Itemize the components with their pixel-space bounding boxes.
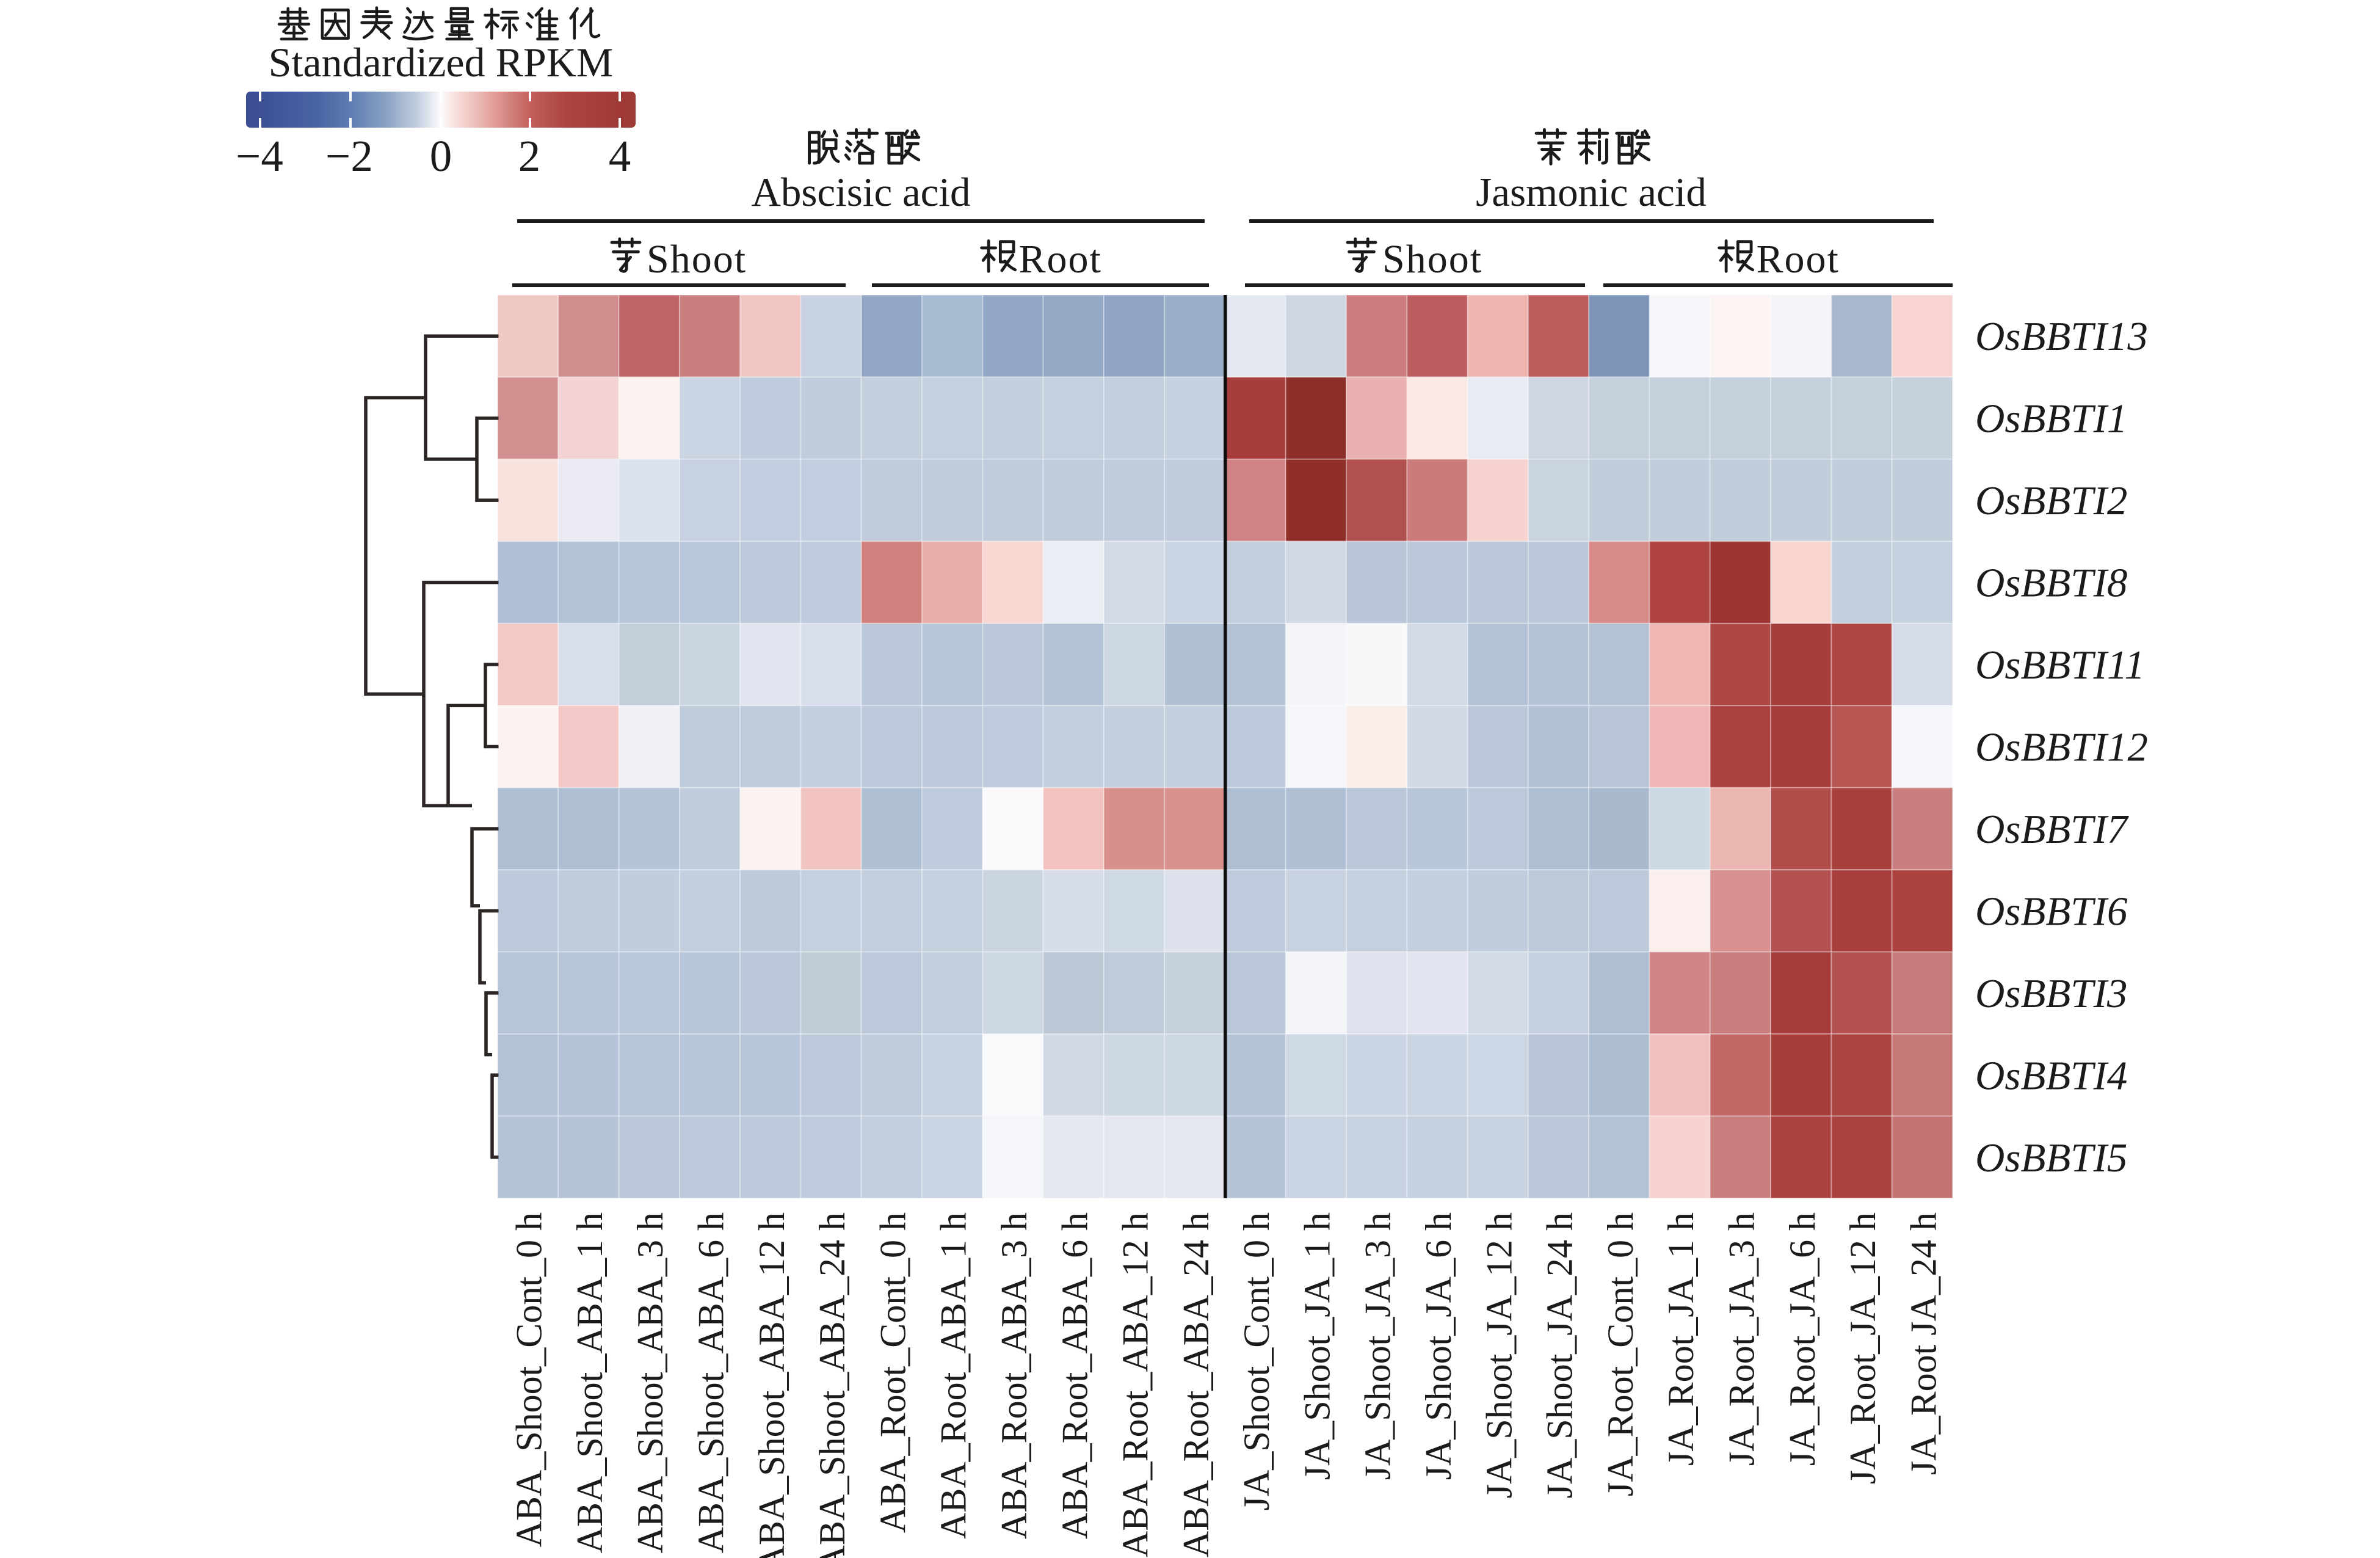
svg-text:ABA_Shoot_ABA_24 h: ABA_Shoot_ABA_24 h (812, 1212, 852, 1558)
svg-text:OsBBTI11: OsBBTI11 (1975, 642, 2145, 688)
svg-text:JA_Root JA_24 h: JA_Root JA_24 h (1903, 1212, 1943, 1475)
svg-text:OsBBTI12: OsBBTI12 (1975, 725, 2148, 770)
svg-text:OsBBTI2: OsBBTI2 (1975, 478, 2127, 523)
svg-text:OsBBTI1: OsBBTI1 (1975, 396, 2127, 442)
svg-text:ABA_Shoot_Cont_0 h: ABA_Shoot_Cont_0 h (509, 1212, 550, 1547)
svg-text:JA_Root_Cont_0 h: JA_Root_Cont_0 h (1600, 1212, 1641, 1496)
svg-text:OsBBTI4: OsBBTI4 (1975, 1053, 2127, 1098)
svg-text:OsBBTI13: OsBBTI13 (1975, 314, 2148, 359)
svg-text:Jasmonic acid: Jasmonic acid (1476, 170, 1707, 215)
svg-text:JA_Root_JA_3 h: JA_Root_JA_3 h (1722, 1212, 1762, 1466)
svg-text:ABA_Root_ABA_6 h: ABA_Root_ABA_6 h (1054, 1212, 1095, 1539)
svg-text:Standardized RPKM: Standardized RPKM (269, 39, 614, 86)
svg-text:JA_Root_JA_12 h: JA_Root_JA_12 h (1843, 1212, 1883, 1484)
svg-text:OsBBTI6: OsBBTI6 (1975, 889, 2128, 934)
svg-text:Shoot: Shoot (1382, 237, 1482, 282)
svg-text:2: 2 (518, 131, 541, 181)
svg-text:JA_Shoot_JA_3 h: JA_Shoot_JA_3 h (1358, 1212, 1398, 1480)
svg-text:ABA_Root_ABA_24 h: ABA_Root_ABA_24 h (1176, 1212, 1216, 1557)
svg-text:OsBBTI7: OsBBTI7 (1975, 807, 2129, 852)
svg-text:−4: −4 (236, 131, 283, 181)
svg-text:JA_Root_JA_6 h: JA_Root_JA_6 h (1782, 1212, 1823, 1466)
svg-text:JA_Root_JA_1 h: JA_Root_JA_1 h (1661, 1212, 1701, 1466)
svg-text:ABA_Root_ABA_1 h: ABA_Root_ABA_1 h (934, 1212, 974, 1539)
svg-text:JA_Shoot_JA_12 h: JA_Shoot_JA_12 h (1479, 1212, 1519, 1498)
svg-text:OsBBTI5: OsBBTI5 (1975, 1135, 2127, 1181)
svg-text:OsBBTI8: OsBBTI8 (1975, 561, 2127, 606)
svg-text:−2: −2 (325, 131, 373, 181)
svg-text:JA_Shoot_JA_1 h: JA_Shoot_JA_1 h (1297, 1212, 1337, 1480)
svg-text:4: 4 (609, 131, 631, 181)
svg-text:ABA_Shoot_ABA_1 h: ABA_Shoot_ABA_1 h (570, 1212, 610, 1553)
svg-text:ABA_Root_ABA_12 h: ABA_Root_ABA_12 h (1116, 1212, 1156, 1557)
svg-text:Shoot: Shoot (647, 237, 747, 282)
svg-text:ABA_Shoot_ABA_6 h: ABA_Shoot_ABA_6 h (691, 1212, 731, 1553)
svg-text:ABA_Root_ABA_3 h: ABA_Root_ABA_3 h (994, 1212, 1034, 1539)
svg-text:OsBBTI3: OsBBTI3 (1975, 971, 2127, 1016)
svg-text:Root: Root (1757, 237, 1840, 282)
svg-text:0: 0 (430, 131, 452, 181)
svg-text:ABA_Shoot_ABA_12 h: ABA_Shoot_ABA_12 h (752, 1212, 792, 1558)
svg-text:JA_Shoot_JA_24 h: JA_Shoot_JA_24 h (1540, 1212, 1580, 1498)
svg-text:Abscisic acid: Abscisic acid (751, 170, 970, 215)
svg-text:ABA_Shoot_ABA_3 h: ABA_Shoot_ABA_3 h (630, 1212, 670, 1553)
svg-text:JA_Shoot_Cont_0 h: JA_Shoot_Cont_0 h (1236, 1212, 1277, 1510)
svg-text:Root: Root (1019, 237, 1102, 282)
svg-text:JA_Shoot_JA_6 h: JA_Shoot_JA_6 h (1418, 1212, 1459, 1480)
svg-text:ABA_Root_Cont_0 h: ABA_Root_Cont_0 h (873, 1212, 913, 1533)
